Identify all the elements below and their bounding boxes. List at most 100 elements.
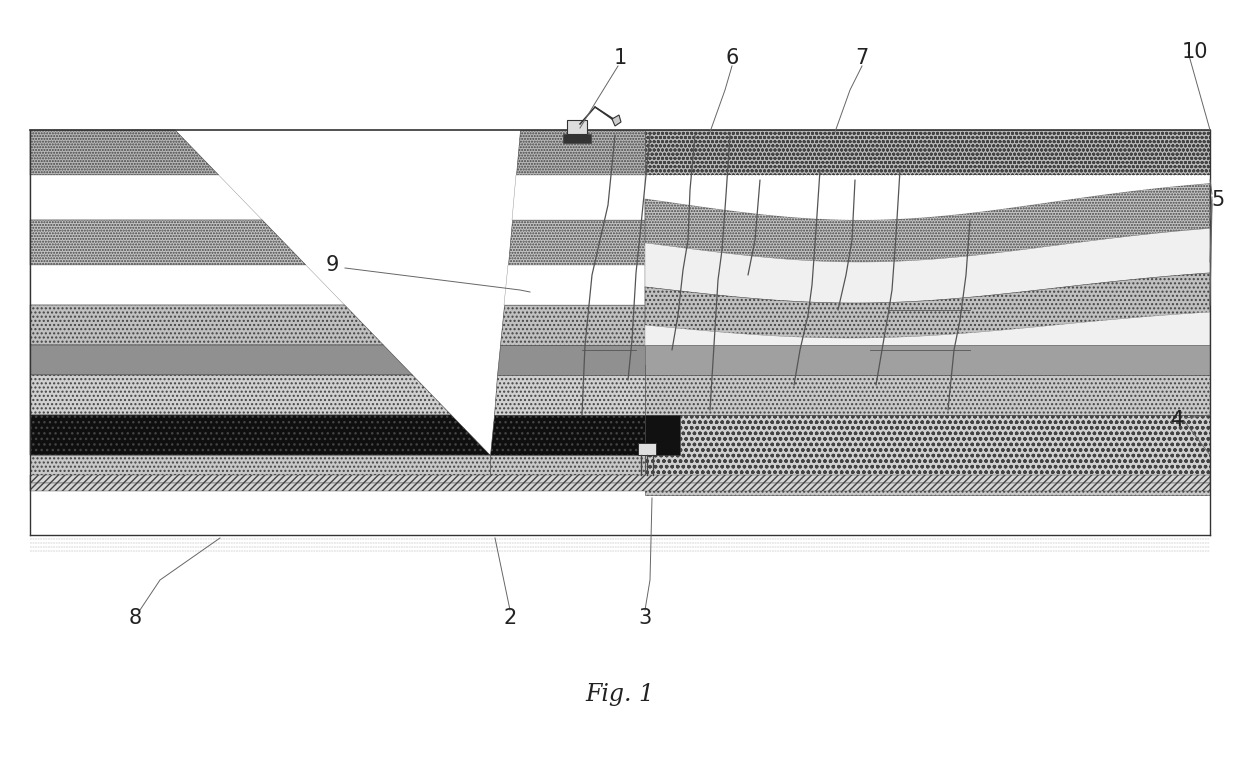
Polygon shape <box>1073 175 1074 199</box>
Bar <box>645 375 1210 415</box>
Polygon shape <box>697 175 699 207</box>
Polygon shape <box>653 175 655 200</box>
Polygon shape <box>833 175 835 220</box>
Polygon shape <box>804 175 805 218</box>
Polygon shape <box>696 175 697 206</box>
Polygon shape <box>1164 175 1166 187</box>
Polygon shape <box>661 175 662 201</box>
Polygon shape <box>911 175 913 218</box>
Polygon shape <box>882 175 883 220</box>
Polygon shape <box>30 345 413 375</box>
Polygon shape <box>846 175 847 220</box>
Polygon shape <box>675 175 676 204</box>
Text: 8: 8 <box>129 608 141 628</box>
Polygon shape <box>1100 175 1101 195</box>
Polygon shape <box>667 175 670 202</box>
Polygon shape <box>1149 175 1151 189</box>
Polygon shape <box>905 175 906 219</box>
Polygon shape <box>832 175 833 220</box>
Polygon shape <box>1183 175 1184 186</box>
Polygon shape <box>701 175 702 207</box>
Polygon shape <box>903 175 904 219</box>
Polygon shape <box>874 175 875 220</box>
Polygon shape <box>683 175 684 204</box>
Polygon shape <box>1145 175 1146 190</box>
Polygon shape <box>1059 175 1060 201</box>
Polygon shape <box>949 175 950 215</box>
Polygon shape <box>973 175 975 213</box>
Polygon shape <box>1033 175 1034 205</box>
Polygon shape <box>725 175 727 210</box>
Polygon shape <box>744 175 745 213</box>
Polygon shape <box>1030 175 1032 205</box>
Polygon shape <box>673 175 675 203</box>
Polygon shape <box>1120 175 1121 193</box>
Polygon shape <box>1085 175 1086 197</box>
Polygon shape <box>1025 175 1027 206</box>
Polygon shape <box>1092 175 1094 197</box>
Polygon shape <box>883 175 884 220</box>
Polygon shape <box>925 175 926 217</box>
Polygon shape <box>1083 175 1084 197</box>
Polygon shape <box>1159 175 1161 188</box>
Bar <box>563 134 591 143</box>
Polygon shape <box>1013 175 1014 207</box>
Polygon shape <box>789 175 790 217</box>
Polygon shape <box>1055 175 1056 201</box>
Bar <box>645 475 1210 495</box>
Polygon shape <box>750 175 751 214</box>
Polygon shape <box>796 175 797 217</box>
Polygon shape <box>670 175 671 202</box>
Polygon shape <box>1065 175 1066 200</box>
Polygon shape <box>1194 175 1195 184</box>
Polygon shape <box>763 175 764 214</box>
Polygon shape <box>703 175 704 207</box>
Polygon shape <box>790 175 791 217</box>
Polygon shape <box>680 175 681 204</box>
Polygon shape <box>719 175 720 210</box>
Polygon shape <box>863 175 864 220</box>
Bar <box>639 443 656 455</box>
Polygon shape <box>867 175 869 220</box>
Polygon shape <box>990 175 991 210</box>
Polygon shape <box>775 175 776 216</box>
Polygon shape <box>766 175 769 215</box>
Polygon shape <box>959 175 960 214</box>
Polygon shape <box>1076 175 1079 198</box>
Polygon shape <box>676 175 677 204</box>
Polygon shape <box>1050 175 1052 202</box>
Polygon shape <box>660 175 661 201</box>
Text: 7: 7 <box>856 48 869 68</box>
Polygon shape <box>715 175 717 209</box>
Polygon shape <box>687 175 689 205</box>
Polygon shape <box>1166 175 1168 187</box>
Polygon shape <box>494 375 645 415</box>
Polygon shape <box>810 175 811 219</box>
Polygon shape <box>906 175 909 219</box>
Polygon shape <box>966 175 968 214</box>
Polygon shape <box>1176 175 1178 187</box>
Polygon shape <box>1209 175 1210 184</box>
Polygon shape <box>1180 175 1182 186</box>
Polygon shape <box>1189 175 1190 185</box>
Polygon shape <box>1022 175 1023 207</box>
Polygon shape <box>1080 175 1081 198</box>
Polygon shape <box>693 175 694 206</box>
Polygon shape <box>981 175 982 212</box>
Polygon shape <box>945 175 946 216</box>
Polygon shape <box>1132 175 1133 191</box>
Polygon shape <box>782 175 784 217</box>
Polygon shape <box>1146 175 1148 190</box>
Polygon shape <box>507 220 645 265</box>
Polygon shape <box>707 175 709 208</box>
Polygon shape <box>717 175 719 209</box>
Polygon shape <box>781 175 782 217</box>
Polygon shape <box>822 175 823 219</box>
Polygon shape <box>730 175 732 210</box>
Polygon shape <box>1128 175 1130 192</box>
Polygon shape <box>978 175 980 212</box>
Polygon shape <box>893 175 894 220</box>
Polygon shape <box>751 175 753 214</box>
Polygon shape <box>729 175 730 210</box>
Polygon shape <box>30 175 262 220</box>
